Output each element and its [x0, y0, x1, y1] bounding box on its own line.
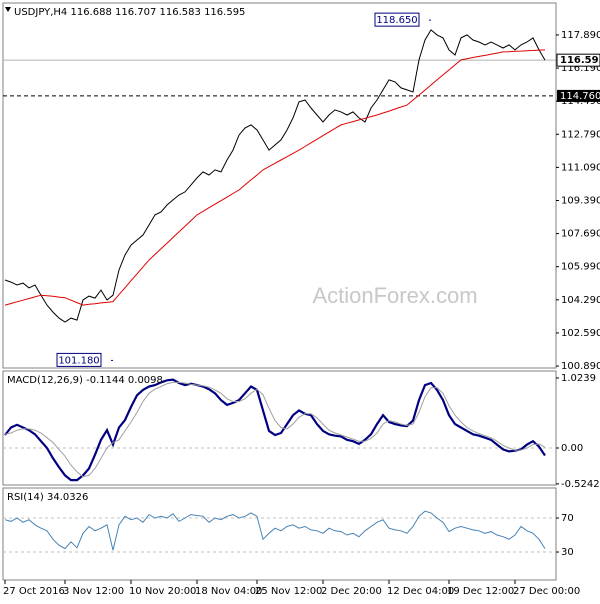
- x-tick-label: 18 Nov 04:00: [195, 586, 262, 597]
- x-tick-label: 27 Dec 00:00: [513, 586, 580, 597]
- pane-title: USDJPY,H4 116.688 116.707 116.583 116.59…: [14, 7, 245, 18]
- annotation-box: [56, 352, 102, 367]
- y-tick-label: -0.5242: [561, 479, 600, 490]
- y-tick-label: 100.890: [561, 361, 600, 372]
- y-tick-label: 70: [561, 513, 574, 524]
- annotation-label: 118.650: [376, 15, 417, 26]
- x-tick-label: 3 Nov 12:00: [63, 586, 124, 597]
- pane-title: MACD(12,26,9) -0.1144 0.0098: [7, 375, 163, 386]
- current-price-box: [556, 53, 600, 67]
- x-tick-label: 25 Nov 12:00: [255, 586, 322, 597]
- x-tick-label: 12 Dec 04:00: [387, 586, 454, 597]
- series-line: [4, 381, 546, 478]
- y-tick-label: 111.090: [561, 162, 600, 173]
- y-tick-label: 104.290: [561, 295, 600, 306]
- y-tick-label: 102.590: [561, 328, 600, 339]
- annotation-box: [374, 12, 420, 27]
- current-price-label: 116.595: [560, 55, 600, 66]
- y-tick-label: 105.990: [561, 262, 600, 273]
- y-tick-label: 0.00: [561, 443, 583, 454]
- series-line: [4, 378, 546, 482]
- x-tick-label: 10 Nov 20:00: [129, 586, 196, 597]
- x-tick-label: 19 Dec 12:00: [447, 586, 514, 597]
- pane-frame: [2, 370, 557, 486]
- pane-frame: [2, 2, 557, 369]
- watermark: ActionForex.com: [312, 283, 477, 308]
- menu-triangle: [5, 7, 11, 12]
- y-tick-label: 117.890: [561, 30, 600, 41]
- y-tick-label: 109.390: [561, 195, 600, 206]
- y-tick-label: 30: [561, 547, 574, 558]
- y-tick-label: 116.190: [561, 63, 600, 74]
- level-label: 114.760: [560, 91, 600, 102]
- pane-title: RSI(14) 34.0326: [7, 492, 88, 503]
- y-tick-label: 107.690: [561, 229, 600, 240]
- x-tick-label: 27 Oct 2016: [3, 586, 65, 597]
- series-line: [4, 510, 546, 551]
- pane-frame: [2, 487, 557, 581]
- x-tick-label: 2 Dec 20:00: [321, 586, 382, 597]
- series-line: [4, 29, 546, 323]
- y-tick-label: 112.790: [561, 129, 600, 140]
- annotation-label: 101.180: [58, 355, 99, 366]
- series-line: [4, 49, 546, 306]
- level-label-box: [557, 89, 600, 102]
- y-tick-label: 1.0239: [561, 373, 596, 384]
